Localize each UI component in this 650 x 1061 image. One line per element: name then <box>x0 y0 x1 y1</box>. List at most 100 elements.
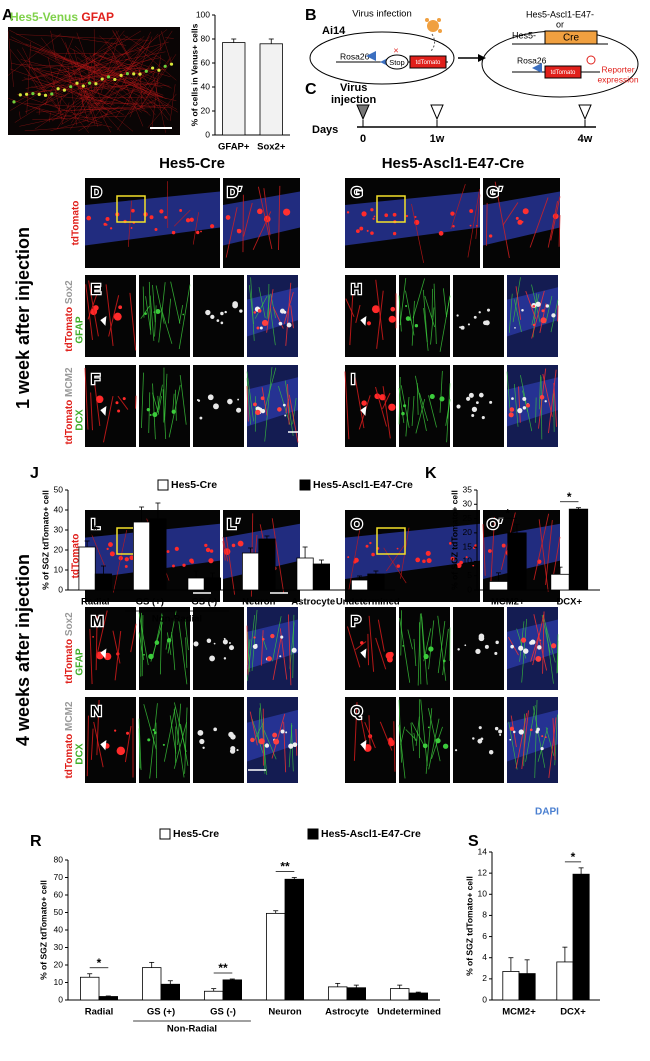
fiber <box>264 367 273 442</box>
cell <box>365 544 369 548</box>
fiber <box>88 280 99 337</box>
panel-label: H <box>351 281 362 298</box>
fiber <box>531 293 540 326</box>
fiber <box>386 545 405 572</box>
bar <box>94 573 113 591</box>
cell <box>189 217 194 222</box>
x-tick-label: Neuron <box>268 1007 301 1018</box>
fiber <box>531 290 545 339</box>
bar <box>572 873 590 1001</box>
cell <box>530 639 536 645</box>
fiber <box>68 80 124 116</box>
column-header: Hes5-Cre <box>159 155 225 172</box>
x-tick-label: Undetermined <box>377 1007 441 1018</box>
cell <box>255 409 261 416</box>
fiber <box>550 196 561 241</box>
micrograph <box>345 607 396 690</box>
cell <box>425 550 431 556</box>
y-tick-label: 5 <box>467 570 472 580</box>
bar <box>187 577 205 591</box>
cell <box>199 416 203 420</box>
cell <box>456 314 459 317</box>
cell <box>539 394 545 400</box>
fiber <box>122 34 166 62</box>
fiber <box>127 200 132 247</box>
cell <box>535 301 541 307</box>
cell <box>478 311 481 314</box>
fiber <box>8 98 68 121</box>
cell <box>544 400 547 403</box>
stop-cassette <box>385 54 409 70</box>
cell <box>521 308 524 312</box>
fiber <box>43 45 144 88</box>
fiber <box>530 633 540 662</box>
fiber <box>170 281 181 324</box>
fiber <box>258 286 266 319</box>
zoom-box <box>376 527 406 555</box>
fiber <box>26 41 31 114</box>
fiber <box>96 699 100 756</box>
time-marker <box>578 104 592 121</box>
fiber <box>95 615 98 671</box>
fiber <box>427 708 441 762</box>
cell <box>511 397 514 400</box>
cell <box>484 320 490 326</box>
fiber <box>67 65 77 126</box>
stain: MCM2 <box>64 701 75 731</box>
x-tick-label: Astrocyte <box>325 1007 369 1018</box>
cell <box>405 214 409 218</box>
significance-label: * <box>505 506 510 520</box>
fiber <box>410 722 414 751</box>
y-tick-label: 25 <box>463 513 473 523</box>
y-tick-label: 4 <box>482 952 487 962</box>
fiber <box>29 49 163 88</box>
fiber <box>542 614 556 663</box>
cell <box>232 301 238 307</box>
cell <box>481 416 485 420</box>
bar <box>367 573 385 591</box>
y-tick-label: 100 <box>196 9 210 19</box>
cell <box>435 738 441 744</box>
cell <box>148 653 154 660</box>
fiber <box>78 106 120 132</box>
cell <box>544 736 547 739</box>
fiber <box>140 305 150 319</box>
cell <box>469 209 474 214</box>
fiber <box>158 282 166 343</box>
cell <box>277 407 282 412</box>
fiber <box>246 371 254 422</box>
fiber <box>85 284 93 340</box>
fiber <box>147 93 177 128</box>
fiber <box>525 705 536 762</box>
fiber <box>355 641 367 650</box>
fiber <box>292 397 297 425</box>
fiber <box>243 202 253 237</box>
cell <box>370 231 374 235</box>
micrograph <box>193 275 244 357</box>
fiber <box>31 86 67 97</box>
cell <box>185 218 191 223</box>
stain: Sox2 <box>64 612 75 636</box>
x-tick-label: Neuron <box>242 597 275 608</box>
fiber <box>442 288 447 318</box>
bar <box>78 546 96 591</box>
cell <box>442 743 449 749</box>
bar <box>141 967 162 1001</box>
cell <box>272 732 278 738</box>
cell <box>532 323 536 327</box>
cell <box>153 311 156 313</box>
fiber <box>257 186 273 250</box>
cell <box>494 651 498 655</box>
fiber <box>411 300 415 346</box>
bar <box>346 987 367 1001</box>
fiber <box>278 185 281 250</box>
infection-arrow <box>429 33 436 53</box>
fiber <box>522 390 529 412</box>
cell <box>475 401 479 405</box>
fiber <box>413 732 416 742</box>
cell <box>270 633 275 639</box>
x-tick-label: MCM2+ <box>491 597 525 608</box>
y-tick-label: 15 <box>463 541 473 551</box>
cell <box>222 639 228 645</box>
fiber <box>533 614 548 671</box>
